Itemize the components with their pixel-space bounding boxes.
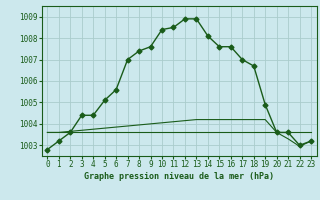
X-axis label: Graphe pression niveau de la mer (hPa): Graphe pression niveau de la mer (hPa) xyxy=(84,172,274,181)
